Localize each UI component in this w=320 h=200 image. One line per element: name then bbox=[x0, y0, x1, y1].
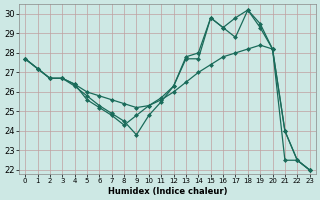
X-axis label: Humidex (Indice chaleur): Humidex (Indice chaleur) bbox=[108, 187, 227, 196]
